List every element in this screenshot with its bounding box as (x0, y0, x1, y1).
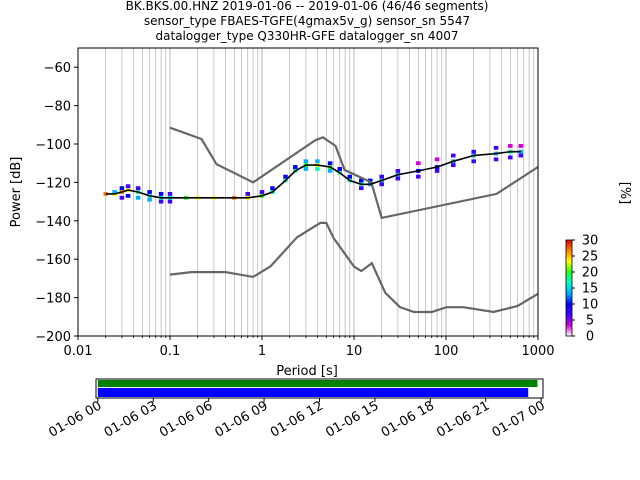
colorbar-gradient (565, 239, 573, 337)
y-axis-label: Power [dB] (9, 157, 24, 228)
histogram-cell (508, 144, 513, 148)
histogram-cell (367, 178, 373, 183)
histogram-cell (434, 168, 440, 173)
y-tick-label: −160 (35, 253, 71, 268)
x-tick-label: 10 (346, 344, 363, 359)
histogram-cell (416, 161, 421, 166)
histogram-cell (135, 195, 141, 200)
histogram-cell (327, 161, 333, 166)
y-tick-label: −60 (44, 61, 71, 76)
availability-bars (97, 380, 538, 397)
colorbar-tick-label: 20 (582, 266, 599, 281)
histogram-cell (293, 165, 298, 169)
histogram-cell (337, 167, 343, 171)
noise-models (169, 126, 539, 314)
histogram-cell (270, 186, 275, 191)
histogram-cell (359, 178, 364, 183)
histogram-cell (518, 144, 524, 148)
histogram-cell (135, 186, 141, 191)
colorbar-tick-label: 25 (582, 250, 599, 265)
histogram-cell (103, 192, 108, 196)
histogram-cell (493, 145, 499, 150)
histogram-cell (158, 199, 164, 204)
histogram-cell (471, 149, 476, 154)
histogram-cell (434, 157, 440, 162)
availability-bar (97, 388, 529, 397)
histogram-cell (451, 153, 456, 158)
histogram-cell (167, 199, 173, 204)
histogram-cell (347, 174, 353, 179)
histogram-cell (451, 163, 456, 168)
histogram-cell (167, 192, 173, 196)
histogram-cell (147, 190, 152, 194)
histogram-cell (125, 184, 131, 189)
histogram-cell (125, 193, 131, 198)
histogram-cell (416, 174, 421, 179)
histogram-cell (493, 157, 499, 162)
histogram-cell (245, 192, 251, 196)
histogram-cell (359, 186, 364, 191)
histogram-cell (158, 192, 164, 196)
noise-model-low (169, 221, 539, 314)
y-tick-label: −180 (35, 292, 71, 307)
ppsd-panel: 0.01 0.1 1 10 100 1000 −200 −180 −160 −140 −120 −1… (9, 47, 555, 379)
histogram-cell (508, 155, 513, 160)
histogram-cell (379, 174, 384, 179)
colorbar-tick-label: 5 (586, 314, 594, 329)
x-tick-label: 1 (258, 344, 266, 359)
histogram-cell (518, 153, 524, 158)
histogram-cell (395, 176, 401, 181)
x-axis-label: Period [s] (276, 364, 338, 379)
x-tick-label: 0.01 (64, 344, 93, 359)
histogram-cell (147, 197, 152, 202)
histogram-cell (259, 190, 265, 194)
vertical-gridlines (105, 48, 535, 336)
noise-model-high (169, 126, 539, 220)
title-line-2: sensor_type FBAES-TGFE(4gmax5v_g) sensor… (144, 14, 470, 28)
y-tick-label: −100 (35, 138, 71, 153)
histogram-cell (327, 168, 333, 173)
histogram-cell (119, 186, 125, 191)
colorbar-tick-label: 15 (582, 282, 599, 297)
title-line-1: BK.BKS.00.HNZ 2019-01-06 -- 2019-01-06 (… (126, 0, 489, 13)
mode-curve (105, 150, 521, 199)
title-line-3: datalogger_type Q330HR-GFE datalogger_sn… (156, 29, 459, 43)
histogram-cell (283, 174, 288, 179)
y-axis-ticks: −200 −180 −160 −140 −120 −100 −80 −60 (35, 61, 78, 345)
colorbar-label: [%] (617, 182, 632, 205)
y-tick-label: −80 (44, 100, 71, 115)
figure-title: BK.BKS.00.HNZ 2019-01-06 -- 2019-01-06 (… (126, 0, 489, 43)
x-tick-label: 100 (434, 344, 459, 359)
histogram-cell (119, 195, 125, 200)
ppsd-frame (77, 47, 539, 337)
y-tick-label: −200 (35, 330, 71, 345)
histogram-cell (315, 159, 320, 164)
colorbar-tick-label: 30 (582, 234, 599, 249)
x-axis-ticks: 0.01 0.1 1 10 100 1000 (64, 336, 555, 359)
colorbar-tick-label: 0 (586, 330, 594, 345)
histogram-cell (112, 190, 117, 194)
histogram-cell (303, 167, 309, 171)
colorbar-tick-label: 10 (582, 298, 599, 313)
x-tick-label: 0.1 (160, 344, 181, 359)
histogram-cell (379, 182, 384, 187)
y-tick-label: −120 (35, 176, 71, 191)
histogram-cell (315, 167, 320, 171)
x-tick-label: 1000 (521, 344, 554, 359)
histogram-cell (395, 168, 401, 173)
availability-bar (97, 380, 538, 387)
histogram-cell (471, 159, 476, 164)
histogram-cell (303, 159, 309, 164)
y-tick-label: −140 (35, 215, 71, 230)
